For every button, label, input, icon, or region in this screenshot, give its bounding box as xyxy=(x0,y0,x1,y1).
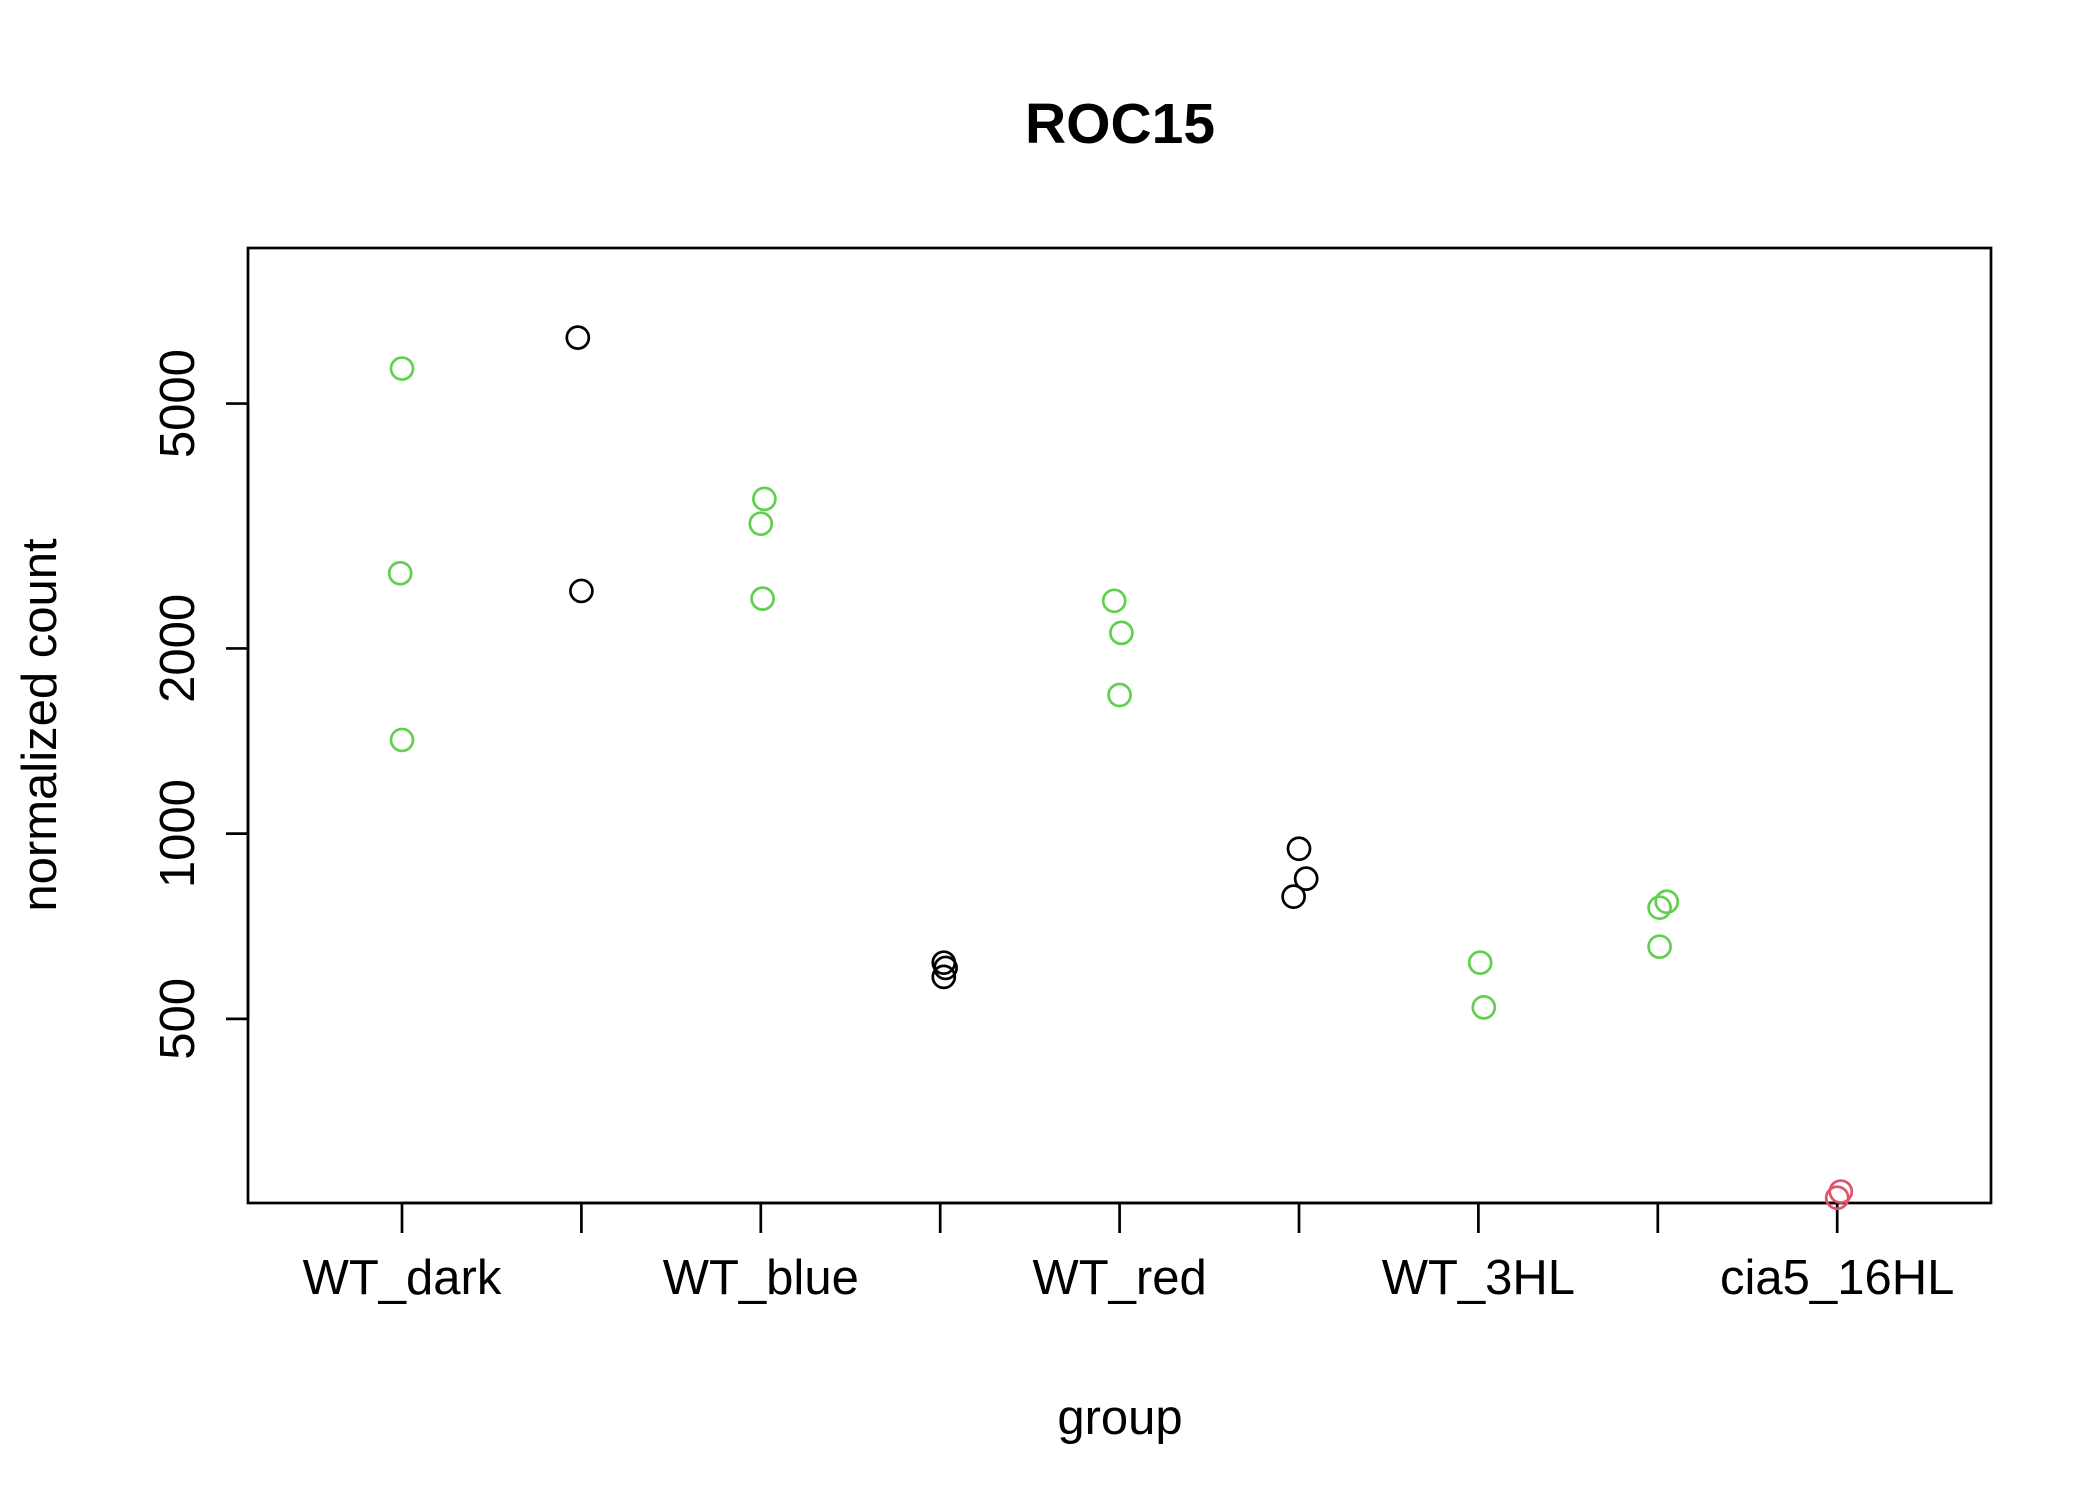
data-point xyxy=(1647,895,1672,921)
data-point xyxy=(569,578,594,604)
y-axis-label: normalized count xyxy=(13,538,67,912)
data-point xyxy=(1107,682,1132,708)
y-tick-label: 2000 xyxy=(151,594,205,703)
data-point xyxy=(750,586,775,611)
data-point xyxy=(1647,934,1672,960)
x-tick-label: cia5_16HL xyxy=(1720,1251,1954,1305)
data-point xyxy=(1286,836,1312,862)
y-tick-label: 5000 xyxy=(151,349,205,458)
y-tick-label: 1000 xyxy=(151,779,205,888)
data-point xyxy=(748,511,774,537)
data-point xyxy=(1824,1185,1850,1211)
data-point xyxy=(1654,889,1680,915)
data-point xyxy=(933,955,958,981)
data-point xyxy=(1109,620,1134,646)
data-points xyxy=(387,325,1854,1211)
data-point xyxy=(1101,588,1127,614)
y-tick-label: 500 xyxy=(151,978,205,1060)
plot-frame xyxy=(246,246,1993,1205)
data-point xyxy=(931,964,957,990)
data-point xyxy=(565,325,591,350)
x-axis-label: group xyxy=(1057,1391,1182,1445)
data-point xyxy=(387,560,413,586)
data-point xyxy=(389,727,415,753)
data-point xyxy=(1471,994,1497,1020)
chart-title: ROC15 xyxy=(1025,92,1215,156)
data-point xyxy=(1281,884,1306,909)
data-point xyxy=(1293,866,1319,891)
x-tick-label: WT_blue xyxy=(663,1251,859,1305)
data-point xyxy=(752,486,777,512)
x-axis: WT_dark WT_blue WT_red WT_3HL cia5_16HL xyxy=(303,1201,1954,1305)
x-tick-label: WT_red xyxy=(1032,1251,1206,1305)
y-axis: 500 1000 2000 5000 xyxy=(151,349,250,1060)
data-point xyxy=(1467,950,1493,976)
x-tick-label: WT_3HL xyxy=(1382,1251,1575,1305)
data-point xyxy=(389,356,415,381)
x-tick-label: WT_dark xyxy=(303,1251,502,1305)
